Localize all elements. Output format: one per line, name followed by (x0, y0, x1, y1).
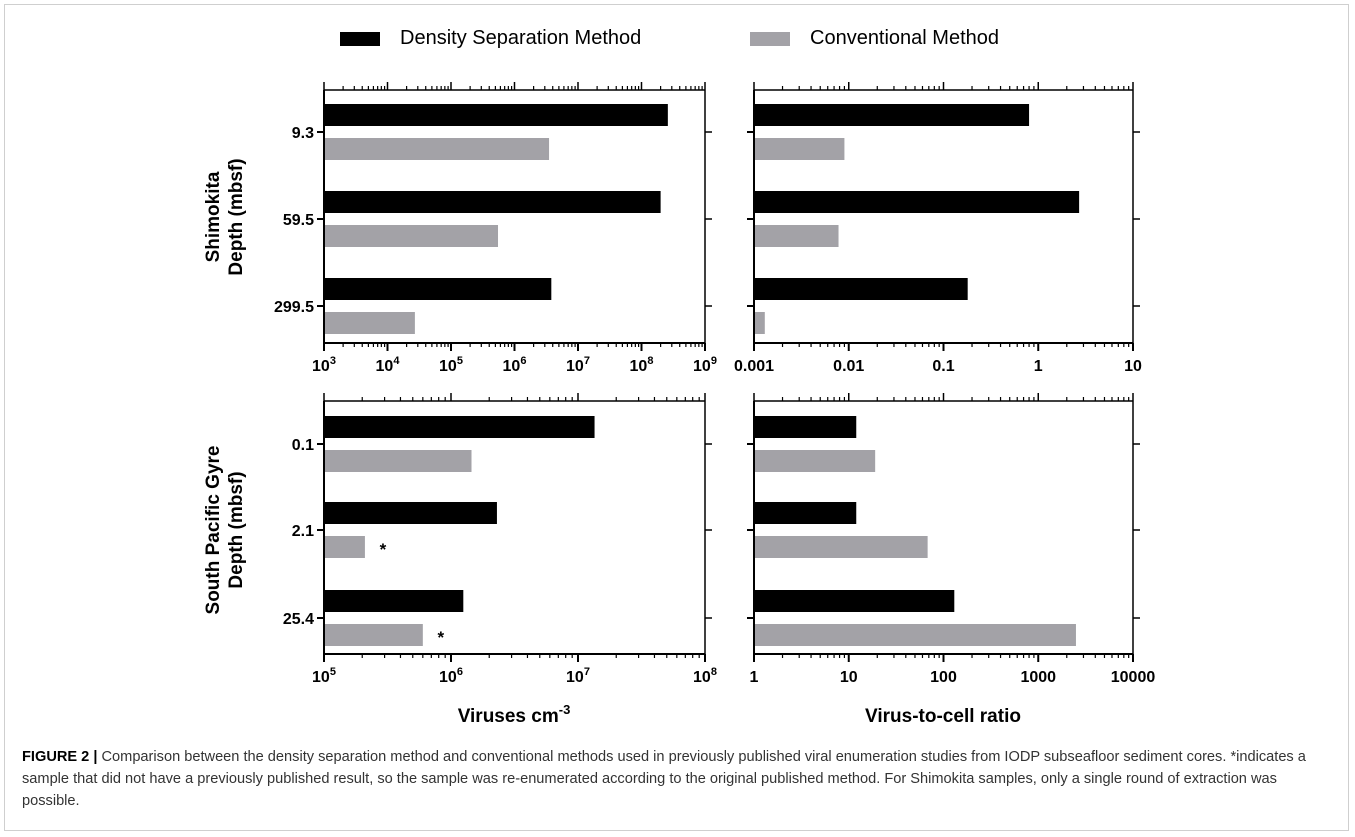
bar-density (755, 416, 857, 438)
row-label-line: Depth (mbsf) (226, 158, 247, 275)
bar-conventional (755, 138, 845, 160)
chart-panel-3: 105 106 107 108 0.1 2.1 * 25.4 * (283, 393, 717, 686)
bar-conventional (755, 450, 876, 472)
bar-density (325, 104, 668, 126)
x-tick-label: 108 (630, 355, 654, 375)
asterisk-annotation: * (380, 540, 387, 559)
x-tick-label: 106 (439, 666, 463, 686)
bar-conventional (755, 225, 839, 247)
bar-conventional (325, 225, 499, 247)
x-tick-label: 107 (566, 666, 590, 686)
x-tick-label: 105 (312, 666, 336, 686)
bar-conventional (325, 536, 365, 558)
x-tick-label: 106 (503, 355, 527, 375)
x-tick-label: 1000 (1020, 669, 1056, 686)
caption-text: Comparison between the density separatio… (22, 749, 1306, 809)
x-tick-label: 104 (376, 355, 401, 375)
bar-density (755, 590, 955, 612)
x-axis-title-viruses: Viruses cm-3 (458, 702, 571, 727)
y-tick-label: 299.5 (274, 299, 314, 316)
chart-panel-2: 0.001 0.01 0.1 1 10 (734, 82, 1142, 375)
bar-conventional (325, 450, 472, 472)
row-label-line: Depth (mbsf) (226, 471, 247, 588)
y-tick-label: 9.3 (292, 125, 314, 142)
y-tick-label: 2.1 (292, 523, 314, 540)
bar-density (755, 104, 1030, 126)
legend-label-density: Density Separation Method (400, 27, 642, 49)
x-tick-label: 103 (312, 355, 336, 375)
bar-density (325, 191, 661, 213)
bar-density (325, 590, 464, 612)
bar-density (755, 191, 1080, 213)
legend-swatch-density (340, 31, 380, 46)
bar-conventional (755, 624, 1076, 646)
bar-density (755, 502, 857, 524)
x-tick-label: 107 (566, 355, 590, 375)
x-tick-label: 0.01 (833, 358, 864, 375)
legend-item-density: Density Separation Method (340, 27, 641, 50)
x-tick-label: 109 (693, 355, 717, 375)
bar-conventional (755, 312, 765, 334)
bar-conventional (325, 138, 550, 160)
row-label-line: Shimokita (203, 171, 224, 262)
asterisk-annotation: * (438, 628, 445, 647)
figure-frame (4, 4, 1349, 831)
chart-panel-1: 103 104 105 106 107 108 109 9.3 59.5 299.5 (274, 82, 717, 375)
legend: Density Separation Method Conventional M… (0, 27, 1355, 51)
x-tick-label: 1 (750, 669, 759, 686)
legend-label-conventional: Conventional Method (810, 27, 1000, 49)
x-axis-title-ratio: Virus-to-cell ratio (865, 706, 1021, 727)
x-tick-label: 0.1 (932, 358, 954, 375)
row-label-line: South Pacific Gyre (203, 446, 224, 615)
bar-conventional (325, 624, 423, 646)
chart-panel-4: 1 10 100 1000 10000 (747, 393, 1155, 686)
x-tick-label: 105 (439, 355, 463, 375)
x-tick-label: 0.001 (734, 358, 774, 375)
bar-density (325, 502, 497, 524)
row-label-SouthPacificGyre: South Pacific Gyre Depth (mbsf) (203, 446, 247, 615)
legend-swatch-conventional (750, 31, 790, 46)
bar-density (325, 278, 552, 300)
legend-item-conventional: Conventional Method (750, 27, 999, 50)
x-tick-label: 1 (1034, 358, 1043, 375)
row-label-Shimokita: Shimokita Depth (mbsf) (203, 158, 247, 275)
x-tick-label: 10 (840, 669, 858, 686)
bar-density (755, 278, 968, 300)
x-tick-label: 10000 (1111, 669, 1156, 686)
bar-conventional (755, 536, 928, 558)
y-tick-label: 0.1 (292, 437, 314, 454)
y-tick-label: 25.4 (283, 611, 314, 628)
bar-conventional (325, 312, 415, 334)
x-tick-label: 100 (930, 669, 957, 686)
bar-density (325, 416, 595, 438)
x-tick-label: 10 (1124, 358, 1142, 375)
x-tick-label: 108 (693, 666, 717, 686)
caption-label: FIGURE 2 | (22, 749, 98, 765)
figure-caption: FIGURE 2 | Comparison between the densit… (22, 746, 1332, 812)
y-tick-label: 59.5 (283, 212, 314, 229)
